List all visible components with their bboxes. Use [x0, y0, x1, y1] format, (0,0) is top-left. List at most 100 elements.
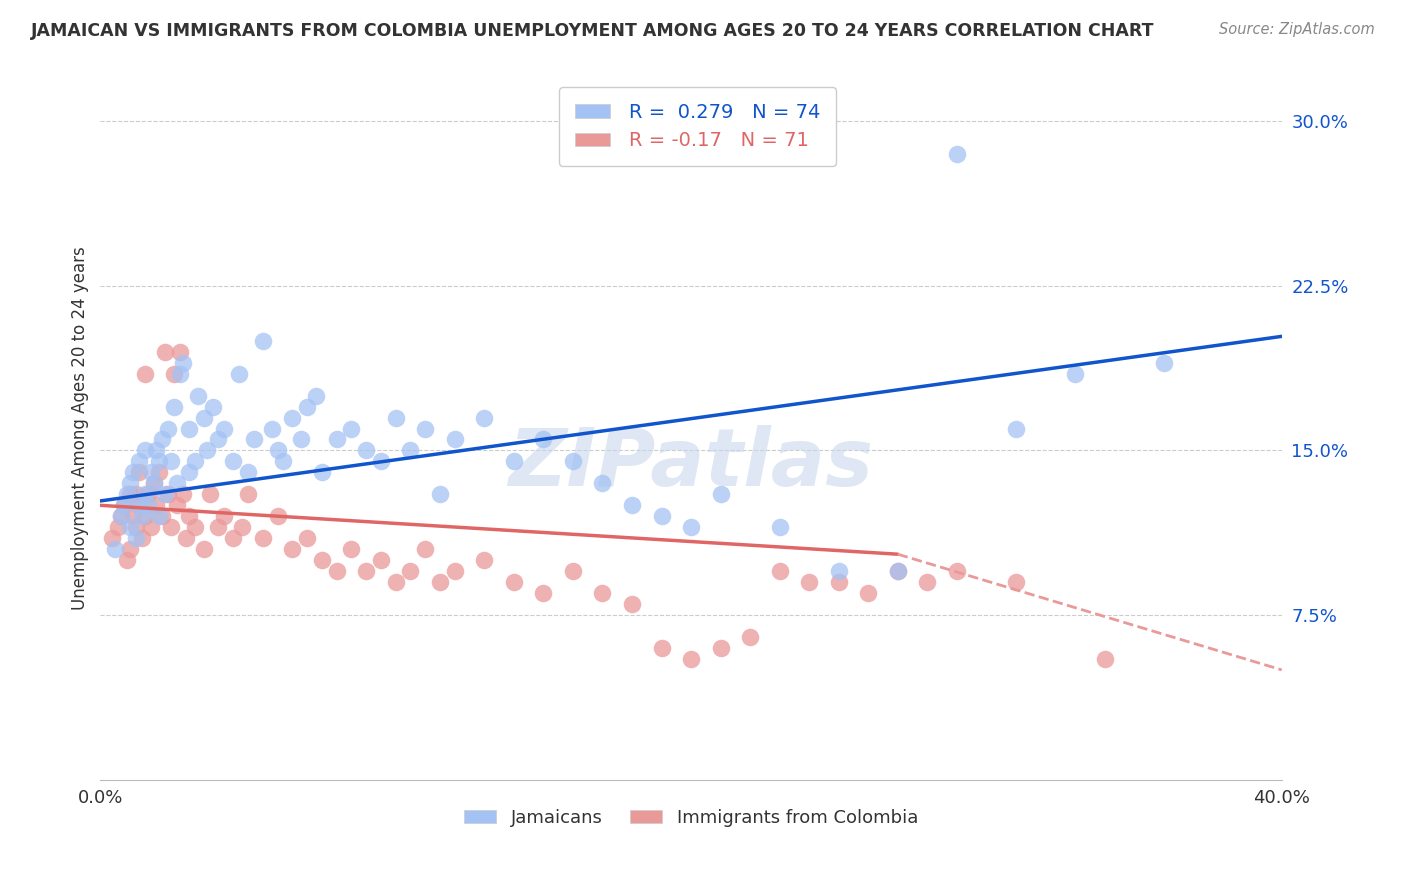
- Point: [207, 520, 229, 534]
- Point: [740, 630, 762, 644]
- Text: JAMAICAN VS IMMIGRANTS FROM COLOMBIA UNEMPLOYMENT AMONG AGES 20 TO 24 YEARS CORR: JAMAICAN VS IMMIGRANTS FROM COLOMBIA UNE…: [31, 22, 1154, 40]
- Point: [946, 147, 969, 161]
- Legend: Jamaicans, Immigrants from Colombia: Jamaicans, Immigrants from Colombia: [457, 801, 925, 834]
- Point: [115, 553, 138, 567]
- Point: [148, 454, 170, 468]
- Point: [193, 410, 215, 425]
- Text: ZIPatlas: ZIPatlas: [509, 425, 873, 502]
- Text: Source: ZipAtlas.com: Source: ZipAtlas.com: [1219, 22, 1375, 37]
- Point: [281, 542, 304, 557]
- Point: [295, 531, 318, 545]
- Point: [325, 564, 347, 578]
- Point: [118, 520, 141, 534]
- Point: [429, 575, 451, 590]
- Point: [128, 454, 150, 468]
- Point: [125, 531, 148, 545]
- Point: [222, 454, 245, 468]
- Point: [399, 564, 422, 578]
- Point: [472, 553, 495, 567]
- Point: [252, 531, 274, 545]
- Point: [1094, 652, 1116, 666]
- Point: [799, 575, 821, 590]
- Point: [370, 454, 392, 468]
- Point: [273, 454, 295, 468]
- Point: [709, 640, 731, 655]
- Point: [163, 400, 186, 414]
- Point: [620, 597, 643, 611]
- Point: [142, 476, 165, 491]
- Point: [311, 466, 333, 480]
- Point: [828, 575, 851, 590]
- Point: [121, 466, 143, 480]
- Point: [110, 509, 132, 524]
- Point: [231, 520, 253, 534]
- Point: [107, 520, 129, 534]
- Point: [101, 531, 124, 545]
- Point: [160, 520, 183, 534]
- Point: [169, 344, 191, 359]
- Point: [148, 509, 170, 524]
- Point: [104, 542, 127, 557]
- Point: [281, 410, 304, 425]
- Point: [243, 433, 266, 447]
- Point: [136, 499, 159, 513]
- Point: [266, 443, 288, 458]
- Point: [887, 564, 910, 578]
- Point: [214, 509, 236, 524]
- Point: [163, 367, 186, 381]
- Point: [177, 421, 200, 435]
- Point: [370, 553, 392, 567]
- Point: [443, 433, 465, 447]
- Point: [125, 487, 148, 501]
- Point: [679, 520, 702, 534]
- Point: [399, 443, 422, 458]
- Point: [134, 487, 156, 501]
- Point: [118, 542, 141, 557]
- Point: [201, 400, 224, 414]
- Point: [305, 389, 328, 403]
- Point: [118, 487, 141, 501]
- Point: [413, 421, 436, 435]
- Point: [502, 454, 524, 468]
- Point: [134, 509, 156, 524]
- Point: [236, 487, 259, 501]
- Point: [131, 531, 153, 545]
- Point: [155, 344, 177, 359]
- Point: [917, 575, 939, 590]
- Point: [340, 421, 363, 435]
- Point: [620, 499, 643, 513]
- Point: [531, 586, 554, 600]
- Point: [134, 443, 156, 458]
- Point: [139, 466, 162, 480]
- Point: [413, 542, 436, 557]
- Point: [172, 487, 194, 501]
- Point: [128, 499, 150, 513]
- Point: [650, 640, 672, 655]
- Y-axis label: Unemployment Among Ages 20 to 24 years: Unemployment Among Ages 20 to 24 years: [72, 247, 89, 610]
- Point: [709, 487, 731, 501]
- Point: [429, 487, 451, 501]
- Point: [131, 509, 153, 524]
- Point: [115, 487, 138, 501]
- Point: [187, 389, 209, 403]
- Point: [443, 564, 465, 578]
- Point: [472, 410, 495, 425]
- Point: [128, 466, 150, 480]
- Point: [193, 542, 215, 557]
- Point: [207, 433, 229, 447]
- Point: [236, 466, 259, 480]
- Point: [134, 367, 156, 381]
- Point: [325, 433, 347, 447]
- Point: [354, 443, 377, 458]
- Point: [177, 509, 200, 524]
- Point: [1005, 421, 1028, 435]
- Point: [125, 520, 148, 534]
- Point: [136, 487, 159, 501]
- Point: [887, 564, 910, 578]
- Point: [184, 520, 207, 534]
- Point: [531, 433, 554, 447]
- Point: [1153, 356, 1175, 370]
- Point: [260, 421, 283, 435]
- Point: [157, 487, 180, 501]
- Point: [1064, 367, 1087, 381]
